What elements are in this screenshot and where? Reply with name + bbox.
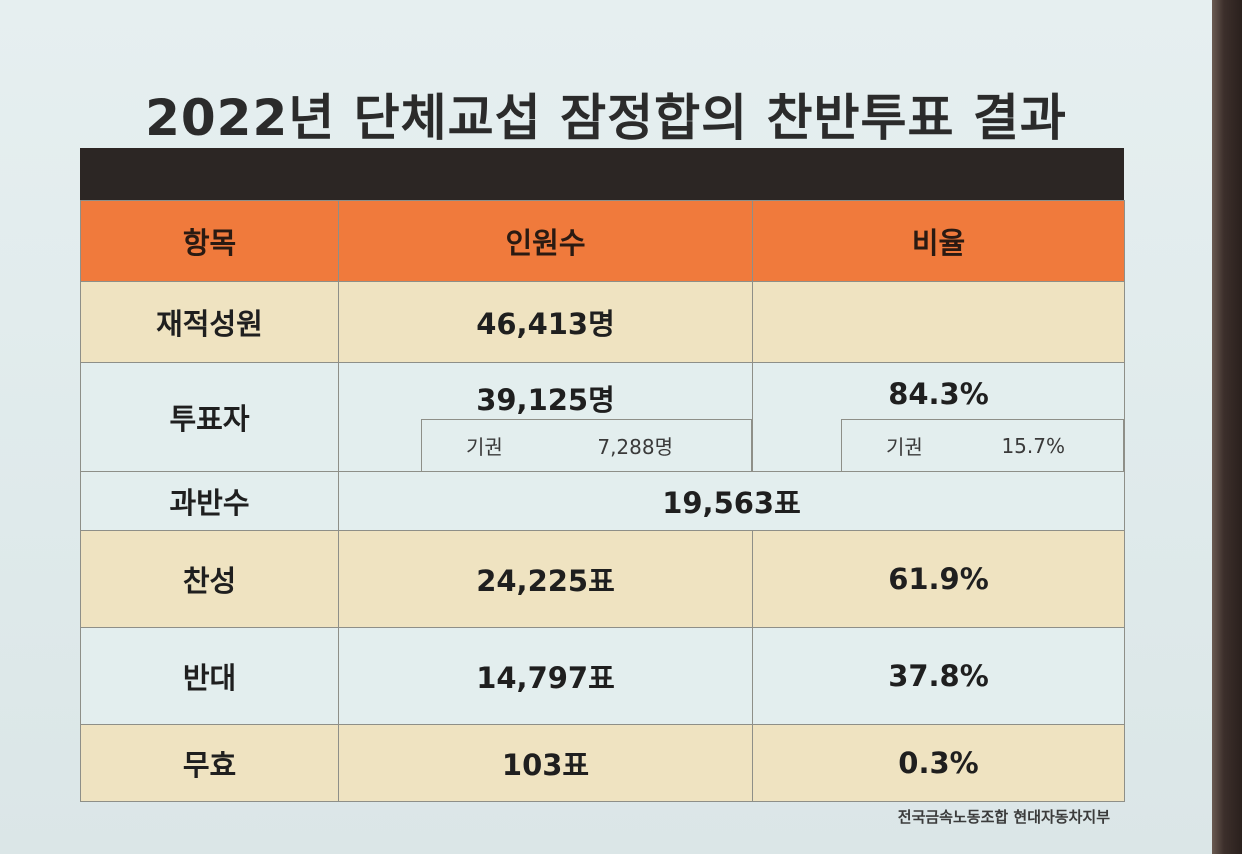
header-count: 인원수 bbox=[338, 200, 753, 282]
row-count-voters: 39,125명 bbox=[476, 383, 615, 417]
abstain-label: 기권 bbox=[466, 435, 503, 459]
table-row-voters: 투표자 39,125명 기권 7,288명 84.3% 기권 bbox=[80, 362, 1125, 472]
row-label-members: 재적성원 bbox=[80, 281, 339, 363]
vote-results-table: 항목 인원수 비율 재적성원 46,413명 투표자 39,125명 기권 7,… bbox=[80, 200, 1125, 802]
header-ratio: 비율 bbox=[752, 200, 1125, 282]
table-row-no: 반대 14,797표 37.8% bbox=[80, 627, 1125, 725]
table-row-majority: 과반수 19,563표 bbox=[80, 471, 1125, 531]
results-table-container: 항목 인원수 비율 재적성원 46,413명 투표자 39,125명 기권 7,… bbox=[80, 148, 1125, 802]
table-row-members: 재적성원 46,413명 bbox=[80, 281, 1125, 363]
abstain-ratio: 15.7% bbox=[1001, 433, 1065, 458]
abstain-ratio-box: 기권 15.7% bbox=[841, 419, 1124, 471]
row-count-members: 46,413명 bbox=[338, 281, 753, 363]
row-label-void: 무효 bbox=[80, 724, 339, 802]
source-footer: 전국금속노동조합 현대자동차지부 bbox=[897, 808, 1110, 826]
table-row-yes: 찬성 24,225표 61.9% bbox=[80, 530, 1125, 628]
row-label-voters: 투표자 bbox=[80, 362, 339, 472]
row-ratio-voters: 84.3% bbox=[888, 377, 989, 411]
abstain-count-box: 기권 7,288명 bbox=[421, 419, 752, 471]
slide-background: 2022년 단체교섭 잠정합의 찬반투표 결과 항목 인원수 비율 재적성원 4… bbox=[0, 0, 1212, 854]
table-row-void: 무효 103표 0.3% bbox=[80, 724, 1125, 802]
row-ratio-voters-cell: 84.3% 기권 15.7% bbox=[752, 362, 1125, 472]
table-top-bar bbox=[80, 148, 1124, 200]
row-label-yes: 찬성 bbox=[80, 530, 339, 628]
row-count-void: 103표 bbox=[338, 724, 753, 802]
header-row: 항목 인원수 비율 bbox=[80, 200, 1125, 282]
row-count-majority: 19,563표 bbox=[338, 471, 1125, 531]
page-title: 2022년 단체교섭 잠정합의 찬반투표 결과 bbox=[145, 89, 1067, 147]
row-label-majority: 과반수 bbox=[80, 471, 339, 531]
abstain-count: 7,288명 bbox=[597, 435, 673, 459]
row-label-no: 반대 bbox=[80, 627, 339, 725]
row-count-no: 14,797표 bbox=[338, 627, 753, 725]
row-count-yes: 24,225표 bbox=[338, 530, 753, 628]
screen-edge bbox=[1212, 0, 1242, 854]
row-ratio-members bbox=[752, 281, 1125, 363]
row-count-voters-cell: 39,125명 기권 7,288명 bbox=[338, 362, 753, 472]
row-ratio-void: 0.3% bbox=[752, 724, 1125, 802]
row-ratio-yes: 61.9% bbox=[752, 530, 1125, 628]
abstain-ratio-label: 기권 bbox=[886, 435, 923, 459]
header-item: 항목 bbox=[80, 200, 339, 282]
row-ratio-no: 37.8% bbox=[752, 627, 1125, 725]
